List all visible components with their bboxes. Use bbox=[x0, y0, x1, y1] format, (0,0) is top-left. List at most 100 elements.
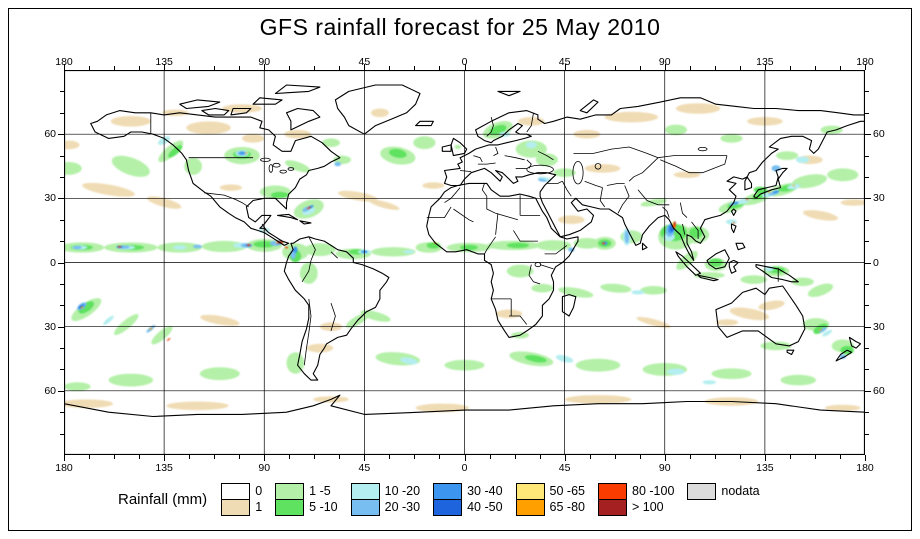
axis-tick bbox=[89, 66, 91, 70]
outer-frame bbox=[8, 8, 912, 531]
axis-tick bbox=[865, 455, 866, 461]
axis-label: 180 bbox=[55, 56, 73, 68]
axis-tick bbox=[364, 64, 366, 70]
legend-title: Rainfall (mm) bbox=[118, 491, 208, 508]
axis-tick bbox=[439, 66, 441, 70]
axis-tick bbox=[189, 455, 191, 459]
axis-label: 45 bbox=[358, 462, 371, 474]
axis-tick bbox=[164, 64, 166, 70]
axis-tick bbox=[264, 64, 266, 70]
axis-tick bbox=[414, 455, 416, 459]
axis-tick bbox=[58, 390, 64, 392]
legend-range-label: 65 -80 bbox=[549, 500, 585, 514]
legend-swatch bbox=[687, 483, 717, 500]
axis-tick bbox=[339, 66, 341, 70]
legend-swatch bbox=[221, 483, 251, 500]
axis-tick bbox=[865, 219, 869, 221]
legend-group-nodata: nodata bbox=[687, 483, 760, 500]
legend-range-label: 10 -20 bbox=[384, 484, 421, 498]
axis-tick bbox=[865, 348, 869, 350]
axis-tick bbox=[189, 66, 191, 70]
axis-tick bbox=[739, 455, 741, 459]
axis-label: 45 bbox=[558, 462, 571, 474]
axis-tick bbox=[60, 219, 64, 221]
axis-tick bbox=[539, 66, 541, 70]
axis-tick bbox=[60, 305, 64, 307]
axis-tick bbox=[764, 64, 766, 70]
axis-tick bbox=[389, 66, 391, 70]
axis-tick bbox=[865, 112, 869, 114]
axis-tick bbox=[639, 455, 641, 459]
world-map-plot bbox=[64, 70, 865, 455]
axis-tick bbox=[865, 326, 871, 328]
axis-tick bbox=[865, 412, 869, 414]
axis-label: 0 bbox=[873, 256, 879, 269]
axis-tick bbox=[865, 305, 869, 307]
legend-range-label: 80 -100 bbox=[632, 484, 675, 498]
axis-label: 0 bbox=[461, 56, 468, 68]
axis-tick bbox=[214, 66, 216, 70]
legend-swatch bbox=[598, 483, 627, 500]
country-borders bbox=[150, 112, 779, 366]
axis-label: 30 bbox=[873, 320, 885, 333]
axis-tick bbox=[739, 66, 741, 70]
axis-tick bbox=[239, 455, 241, 459]
axis-tick bbox=[514, 66, 516, 70]
axis-tick bbox=[60, 348, 64, 350]
axis-tick bbox=[439, 455, 441, 459]
legend-range-label: 50 -65 bbox=[549, 484, 585, 498]
rainfall-field bbox=[64, 103, 865, 413]
axis-tick bbox=[64, 455, 65, 461]
axis-tick bbox=[789, 66, 791, 70]
axis-tick bbox=[139, 455, 141, 459]
axis-tick bbox=[214, 455, 216, 459]
legend-group: 80 -100 > 100 bbox=[598, 483, 674, 516]
axis-tick bbox=[865, 134, 871, 136]
axis-label: 135 bbox=[155, 56, 173, 68]
axis-tick bbox=[114, 66, 116, 70]
axis-tick bbox=[289, 455, 291, 459]
legend-range-label: 1 -5 bbox=[309, 484, 331, 498]
axis-tick bbox=[689, 455, 691, 459]
axis-label: 180 bbox=[55, 462, 73, 474]
axis-label: 180 bbox=[856, 56, 874, 68]
axis-tick bbox=[689, 66, 691, 70]
legend-group: 50 -65 65 -80 bbox=[515, 483, 585, 516]
axis-tick bbox=[614, 66, 616, 70]
axis-label: 135 bbox=[155, 462, 173, 474]
axis-tick bbox=[564, 455, 566, 461]
axis-label: 30 bbox=[873, 192, 885, 205]
axis-tick bbox=[865, 283, 869, 285]
axis-tick bbox=[60, 412, 64, 414]
axis-tick bbox=[839, 455, 841, 459]
axis-tick bbox=[414, 66, 416, 70]
legend-range-label: 20 -30 bbox=[384, 500, 421, 514]
world-map bbox=[64, 70, 865, 455]
axis-tick bbox=[539, 455, 541, 459]
axis-tick bbox=[639, 66, 641, 70]
axis-tick bbox=[865, 241, 869, 243]
axis-tick bbox=[589, 455, 591, 459]
axis-tick bbox=[58, 198, 64, 200]
axis-label: 45 bbox=[558, 56, 571, 68]
axis-tick bbox=[865, 433, 869, 435]
axis-label: 45 bbox=[358, 56, 371, 68]
legend-swatch bbox=[433, 499, 463, 516]
axis-label: 60 bbox=[873, 128, 885, 141]
axis-label: 135 bbox=[756, 462, 774, 474]
legend-swatch bbox=[515, 499, 545, 516]
page-title: GFS rainfall forecast for 25 May 2010 bbox=[259, 14, 661, 40]
axis-tick bbox=[60, 112, 64, 114]
axis-tick bbox=[789, 455, 791, 459]
axis-tick bbox=[865, 262, 871, 264]
axis-tick bbox=[814, 455, 816, 459]
axis-tick bbox=[339, 455, 341, 459]
axis-tick bbox=[60, 433, 64, 435]
axis-tick bbox=[264, 455, 266, 461]
axis-tick bbox=[89, 455, 91, 459]
axis-tick bbox=[489, 455, 491, 459]
axis-tick bbox=[814, 66, 816, 70]
axis-tick bbox=[60, 176, 64, 178]
legend-swatch bbox=[221, 499, 251, 516]
